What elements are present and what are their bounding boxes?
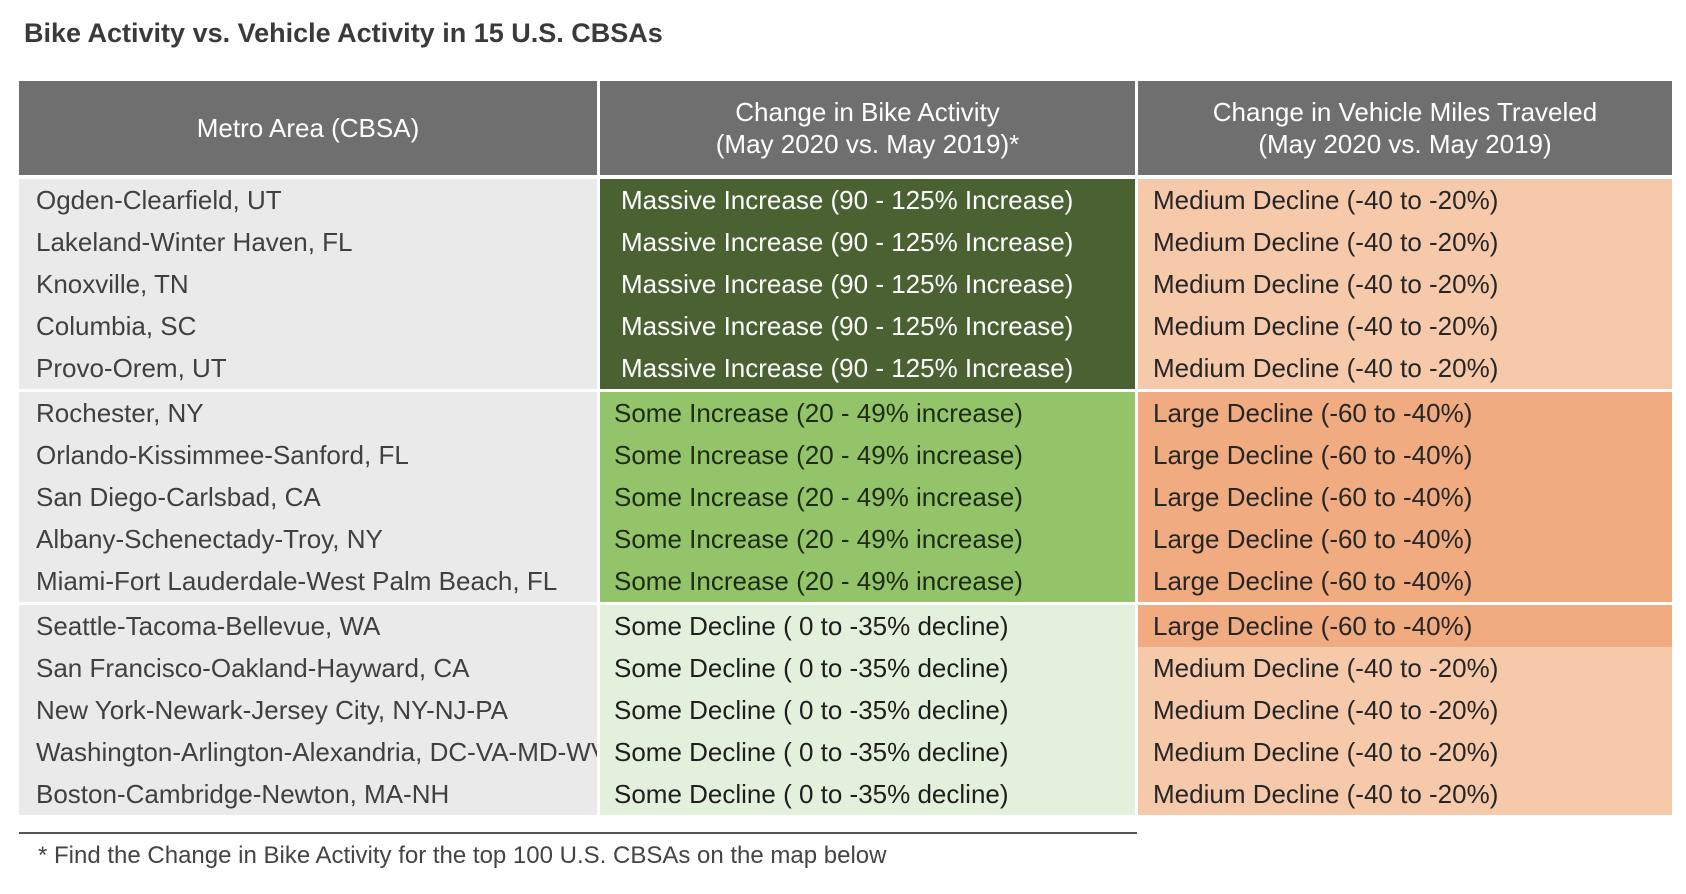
header-metro-label: Metro Area (CBSA) [196, 113, 420, 143]
vehicle-change-cell: Large Decline (-60 to -40%) [1138, 605, 1672, 647]
vehicle-change-cell: Medium Decline (-40 to -20%) [1138, 221, 1672, 263]
table-row: New York-Newark-Jersey City, NY-NJ-PA So… [19, 689, 1672, 731]
vehicle-change-cell: Medium Decline (-40 to -20%) [1138, 263, 1672, 305]
vehicle-change-cell: Medium Decline (-40 to -20%) [1138, 347, 1672, 389]
bike-change-cell: Some Increase (20 - 49% increase) [600, 434, 1135, 476]
vehicle-change-cell: Large Decline (-60 to -40%) [1138, 476, 1672, 518]
metro-cell: Columbia, SC [19, 305, 597, 347]
page-title: Bike Activity vs. Vehicle Activity in 15… [24, 18, 663, 48]
vehicle-change-cell: Medium Decline (-40 to -20%) [1138, 773, 1672, 815]
metro-cell: Boston-Cambridge-Newton, MA-NH [19, 773, 597, 815]
metro-cell: Knoxville, TN [19, 263, 597, 305]
metro-cell: San Francisco-Oakland-Hayward, CA [19, 647, 597, 689]
metro-cell: Washington-Arlington-Alexandria, DC-VA-M… [19, 731, 597, 773]
table-row: San Diego-Carlsbad, CA Some Increase (20… [19, 476, 1672, 518]
table-row: Ogden-Clearfield, UT Massive Increase (9… [19, 179, 1672, 221]
bike-change-cell: Massive Increase (90 - 125% Increase) [600, 221, 1135, 263]
table-row: San Francisco-Oakland-Hayward, CA Some D… [19, 647, 1672, 689]
bike-change-cell: Some Increase (20 - 49% increase) [600, 518, 1135, 560]
table-row: Albany-Schenectady-Troy, NY Some Increas… [19, 518, 1672, 560]
vehicle-change-cell: Large Decline (-60 to -40%) [1138, 518, 1672, 560]
bike-change-cell: Massive Increase (90 - 125% Increase) [600, 347, 1135, 389]
table-row: Lakeland-Winter Haven, FL Massive Increa… [19, 221, 1672, 263]
bike-change-cell: Massive Increase (90 - 125% Increase) [600, 179, 1135, 221]
metro-cell: Lakeland-Winter Haven, FL [19, 221, 597, 263]
table-row: Boston-Cambridge-Newton, MA-NH Some Decl… [19, 773, 1672, 815]
bike-change-cell: Some Decline ( 0 to -35% decline) [600, 689, 1135, 731]
vehicle-change-cell: Medium Decline (-40 to -20%) [1138, 689, 1672, 731]
row-group-massive-increase: Ogden-Clearfield, UT Massive Increase (9… [19, 179, 1672, 389]
vehicle-change-cell: Medium Decline (-40 to -20%) [1138, 179, 1672, 221]
vehicle-change-cell: Large Decline (-60 to -40%) [1138, 434, 1672, 476]
header-metro-area: Metro Area (CBSA) [19, 81, 597, 175]
bike-change-cell: Some Increase (20 - 49% increase) [600, 560, 1135, 602]
vehicle-change-cell: Large Decline (-60 to -40%) [1138, 392, 1672, 434]
metro-cell: Albany-Schenectady-Troy, NY [19, 518, 597, 560]
footnote: * Find the Change in Bike Activity for t… [38, 842, 887, 869]
metro-cell: Rochester, NY [19, 392, 597, 434]
metro-cell: New York-Newark-Jersey City, NY-NJ-PA [19, 689, 597, 731]
metro-cell: San Diego-Carlsbad, CA [19, 476, 597, 518]
footnote-divider [19, 832, 1137, 834]
table-row: Columbia, SC Massive Increase (90 - 125%… [19, 305, 1672, 347]
table-row: Rochester, NY Some Increase (20 - 49% in… [19, 392, 1672, 434]
bike-change-cell: Some Increase (20 - 49% increase) [600, 392, 1135, 434]
header-vehicle-miles: Change in Vehicle Miles Traveled (May 20… [1138, 81, 1672, 175]
vehicle-change-cell: Medium Decline (-40 to -20%) [1138, 305, 1672, 347]
bike-change-cell: Some Increase (20 - 49% increase) [600, 476, 1135, 518]
header-bike-line2: (May 2020 vs. May 2019)* [715, 129, 1020, 159]
table-row: Seattle-Tacoma-Bellevue, WA Some Decline… [19, 605, 1672, 647]
bike-change-cell: Some Decline ( 0 to -35% decline) [600, 731, 1135, 773]
header-bike-line1: Change in Bike Activity [735, 97, 1000, 127]
metro-cell: Miami-Fort Lauderdale-West Palm Beach, F… [19, 560, 597, 602]
bike-change-cell: Massive Increase (90 - 125% Increase) [600, 263, 1135, 305]
table-row: Orlando-Kissimmee-Sanford, FL Some Incre… [19, 434, 1672, 476]
row-group-some-increase: Rochester, NY Some Increase (20 - 49% in… [19, 392, 1672, 602]
bike-change-cell: Some Decline ( 0 to -35% decline) [600, 605, 1135, 647]
metro-cell: Seattle-Tacoma-Bellevue, WA [19, 605, 597, 647]
metro-cell: Provo-Orem, UT [19, 347, 597, 389]
table-row: Provo-Orem, UT Massive Increase (90 - 12… [19, 347, 1672, 389]
bike-change-cell: Some Decline ( 0 to -35% decline) [600, 773, 1135, 815]
header-vehicle-line2: (May 2020 vs. May 2019) [1258, 129, 1552, 159]
vehicle-change-cell: Medium Decline (-40 to -20%) [1138, 731, 1672, 773]
vehicle-change-cell: Large Decline (-60 to -40%) [1138, 560, 1672, 602]
row-group-some-decline: Seattle-Tacoma-Bellevue, WA Some Decline… [19, 605, 1672, 815]
table-header: Metro Area (CBSA) Change in Bike Activit… [19, 81, 1672, 175]
activity-table: Metro Area (CBSA) Change in Bike Activit… [19, 81, 1672, 818]
table-row: Knoxville, TN Massive Increase (90 - 125… [19, 263, 1672, 305]
bike-change-cell: Massive Increase (90 - 125% Increase) [600, 305, 1135, 347]
header-vehicle-line1: Change in Vehicle Miles Traveled [1212, 97, 1598, 127]
vehicle-change-cell: Medium Decline (-40 to -20%) [1138, 647, 1672, 689]
metro-cell: Ogden-Clearfield, UT [19, 179, 597, 221]
table-row: Washington-Arlington-Alexandria, DC-VA-M… [19, 731, 1672, 773]
header-bike-activity: Change in Bike Activity (May 2020 vs. Ma… [600, 81, 1135, 175]
bike-change-cell: Some Decline ( 0 to -35% decline) [600, 647, 1135, 689]
metro-cell: Orlando-Kissimmee-Sanford, FL [19, 434, 597, 476]
table-row: Miami-Fort Lauderdale-West Palm Beach, F… [19, 560, 1672, 602]
